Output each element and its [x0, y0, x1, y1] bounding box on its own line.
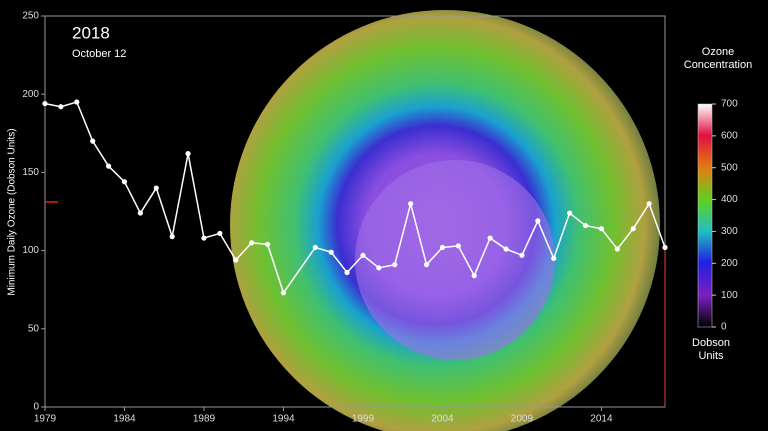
colorbar-tick-label: 100 — [721, 290, 738, 301]
point — [360, 252, 366, 258]
point — [646, 201, 652, 207]
point — [280, 290, 287, 296]
point — [567, 210, 573, 216]
point — [312, 244, 318, 251]
y-tick-label: 100 — [22, 245, 39, 256]
chart-title: 2018 — [72, 23, 110, 42]
point — [121, 179, 128, 185]
point — [408, 201, 414, 207]
point — [471, 273, 477, 279]
colorbar-tick-label: 700 — [721, 99, 738, 110]
point — [487, 235, 493, 241]
colorbar-unit: Dobson Units — [692, 337, 730, 362]
point — [455, 243, 461, 249]
point — [201, 235, 207, 241]
chart-subtitle: October 12 — [72, 48, 126, 60]
colorbar-tick-label: 300 — [721, 226, 738, 237]
point — [344, 269, 350, 276]
point — [185, 151, 191, 157]
colorbar — [697, 103, 713, 328]
x-tick-label: 2004 — [431, 414, 454, 425]
point — [105, 163, 112, 169]
point — [153, 185, 159, 191]
y-tick-label: 250 — [22, 11, 39, 22]
point — [137, 210, 143, 216]
point — [582, 222, 589, 229]
point — [74, 99, 80, 105]
point — [535, 218, 541, 224]
antarctica — [355, 160, 555, 360]
point — [42, 100, 48, 107]
y-tick-label: 50 — [28, 323, 40, 334]
point — [249, 240, 255, 246]
x-tick-label: 2014 — [590, 414, 613, 425]
point — [264, 241, 271, 247]
x-tick-label: 1994 — [272, 414, 295, 425]
y-tick-label: 150 — [22, 167, 39, 178]
colorbar-tick-label: 400 — [721, 194, 738, 205]
point — [662, 244, 668, 251]
x-tick-label: 1979 — [34, 414, 57, 425]
x-tick-label: 2009 — [511, 414, 534, 425]
point — [598, 226, 605, 232]
point — [58, 104, 64, 110]
point — [423, 262, 430, 268]
point — [503, 246, 509, 252]
point — [614, 246, 620, 252]
colorbar-tick-label: 500 — [721, 162, 738, 173]
point — [439, 244, 446, 251]
point — [376, 265, 382, 271]
colorbar-tick-label: 200 — [721, 258, 738, 269]
point — [217, 230, 223, 236]
colorbar-title: Ozone Concentration — [683, 46, 753, 71]
y-tick-label: 0 — [33, 402, 39, 413]
colorbar-tick-label: 0 — [721, 322, 727, 333]
point — [233, 257, 239, 263]
point — [169, 233, 175, 240]
y-axis-label: Minimum Daily Ozone (Dobson Units) — [7, 128, 18, 295]
point — [551, 255, 557, 262]
x-tick-label: 1984 — [113, 414, 136, 425]
plot-frame — [44, 15, 666, 408]
point — [392, 262, 398, 268]
point — [519, 252, 525, 258]
point — [630, 226, 636, 232]
point — [328, 249, 334, 255]
x-tick-label: 1989 — [193, 414, 216, 425]
x-tick-label: 1999 — [352, 414, 375, 425]
point — [90, 138, 96, 144]
y-tick-label: 200 — [22, 89, 39, 100]
colorbar-tick-label: 600 — [721, 130, 738, 141]
